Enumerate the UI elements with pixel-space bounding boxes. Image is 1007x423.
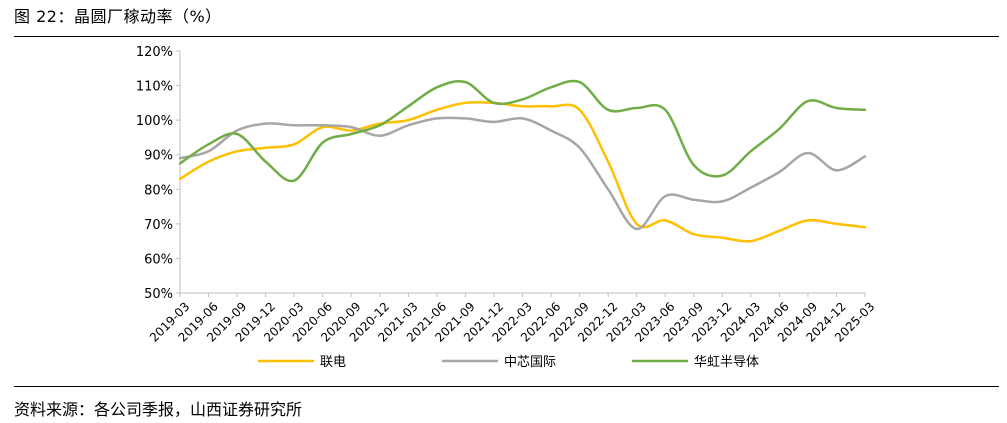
y-tick-label: 90%	[144, 149, 173, 164]
y-tick-label: 80%	[144, 183, 173, 198]
series-lines	[178, 79, 867, 243]
legend-label-3: 华虹半导体	[694, 355, 759, 370]
chart-legend: 联电 中芯国际 华虹半导体	[258, 355, 759, 370]
y-tick-label: 60%	[144, 252, 173, 267]
y-tick-label: 70%	[144, 218, 173, 233]
line-chart: 50% 60% 70% 80% 90% 100% 110% 120% 2019-032019-…	[136, 45, 878, 370]
y-tick-label: 50%	[144, 287, 173, 302]
chart-axes	[176, 50, 866, 297]
top-rule	[14, 36, 999, 37]
series-line-1	[178, 100, 867, 243]
series-line-2	[178, 116, 867, 231]
y-tick-label: 110%	[136, 80, 173, 95]
bottom-rule	[14, 386, 999, 387]
x-axis-labels: 2019-032019-062019-092019-122020-032020-…	[147, 299, 877, 344]
legend-label-2: 中芯国际	[504, 355, 556, 370]
source-note: 资料来源：各公司季报，山西证券研究所	[14, 400, 303, 419]
figure-title: 图 22：晶圆厂稼动率（%）	[14, 7, 222, 26]
y-tick-label: 120%	[136, 45, 173, 60]
series-line-3	[178, 79, 867, 183]
y-tick-label: 100%	[136, 114, 173, 129]
legend-label-1: 联电	[320, 355, 346, 370]
y-axis-labels: 50% 60% 70% 80% 90% 100% 110% 120%	[136, 45, 173, 302]
